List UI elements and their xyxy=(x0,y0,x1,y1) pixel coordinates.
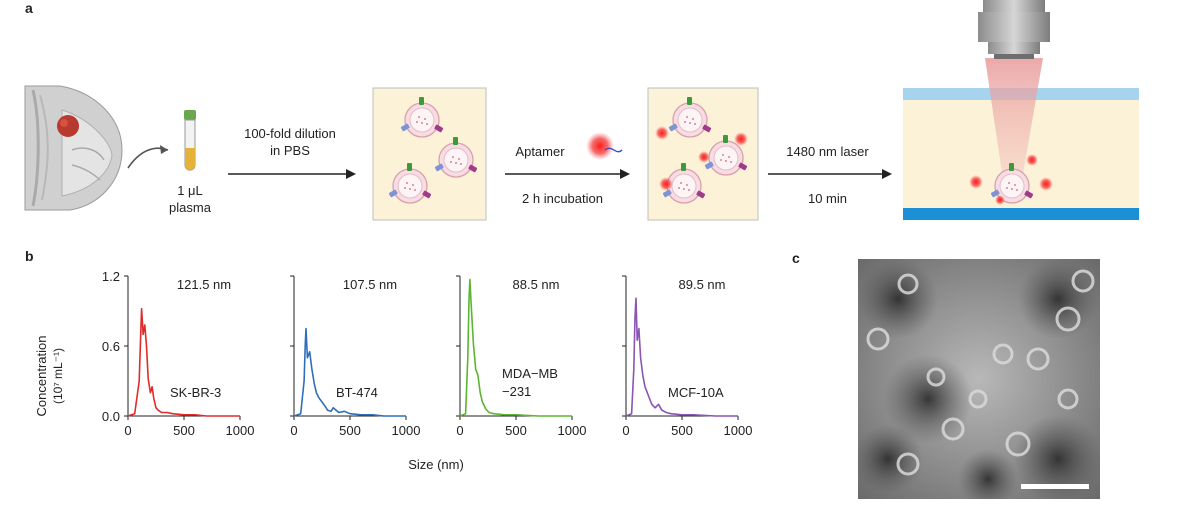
sample-label: SK-BR-3 xyxy=(170,385,221,400)
x-tick-label: 1000 xyxy=(724,423,753,438)
series-line-3 xyxy=(459,278,572,417)
dilution-label: 100-fold dilution in PBS xyxy=(225,125,355,159)
plasma-tube-icon xyxy=(184,110,196,171)
x-tick-label: 0 xyxy=(456,423,463,438)
x-tick-label: 1000 xyxy=(558,423,587,438)
x-tick-label: 0 xyxy=(124,423,131,438)
objective-icon xyxy=(978,0,1050,59)
sample-label: BT-474 xyxy=(336,385,378,400)
plasma-text: plasma xyxy=(169,200,211,215)
sample-label-line2: −231 xyxy=(502,384,531,399)
panel-letter-c: c xyxy=(792,250,800,266)
x-tick-label: 1000 xyxy=(392,423,421,438)
y-tick-label: 0.0 xyxy=(102,409,120,424)
x-tick-label: 500 xyxy=(339,423,361,438)
scale-bar xyxy=(1021,484,1089,489)
plasma-label: 1 μL plasma xyxy=(160,182,220,216)
sample-label: MDA−MB xyxy=(502,366,558,381)
series-line-4 xyxy=(625,297,738,417)
breast-illustration xyxy=(24,85,123,211)
y-tick-label: 0.6 xyxy=(102,339,120,354)
schematic-figure xyxy=(24,0,1139,221)
incubation-label: 2 h incubation xyxy=(522,191,603,206)
panel-letter-a: a xyxy=(25,0,33,16)
sample-label: MCF-10A xyxy=(668,385,724,400)
x-tick-label: 0 xyxy=(622,423,629,438)
y-axis-title: Concentration (10⁷ mL⁻¹) xyxy=(34,336,65,417)
laser-time-label: 10 min xyxy=(807,191,848,206)
y-axis-title-line1: Concentration xyxy=(34,336,49,417)
aptamer-icon xyxy=(586,132,614,160)
laser-label: 1480 nm laser xyxy=(786,144,869,159)
series-line-2 xyxy=(293,327,406,417)
peak-size-label: 107.5 nm xyxy=(343,277,397,292)
y-tick-label: 1.2 xyxy=(102,269,120,284)
y-axis-title-line2: (10⁷ mL⁻¹) xyxy=(51,348,65,404)
x-tick-label: 0 xyxy=(290,423,297,438)
pbs-text: in PBS xyxy=(270,143,310,158)
x-tick-label: 500 xyxy=(505,423,527,438)
panel-letter-b: b xyxy=(25,248,34,264)
tem-micrograph xyxy=(858,259,1100,499)
plasma-volume-text: 1 μL xyxy=(177,183,203,198)
peak-size-label: 89.5 nm xyxy=(679,277,726,292)
x-tick-label: 500 xyxy=(671,423,693,438)
peak-size-label: 121.5 nm xyxy=(177,277,231,292)
x-tick-label: 500 xyxy=(173,423,195,438)
peak-size-label: 88.5 nm xyxy=(513,277,560,292)
laser-chamber xyxy=(903,0,1139,220)
size-distribution-charts: Concentration (10⁷ mL⁻¹) Size (nm) 0 500 1… xyxy=(34,269,753,472)
aptamer-label: Aptamer xyxy=(515,144,565,159)
x-axis-title: Size (nm) xyxy=(408,457,464,472)
series-line-1 xyxy=(127,307,240,417)
x-tick-label: 1000 xyxy=(226,423,255,438)
dilution-text: 100-fold dilution xyxy=(244,126,336,141)
